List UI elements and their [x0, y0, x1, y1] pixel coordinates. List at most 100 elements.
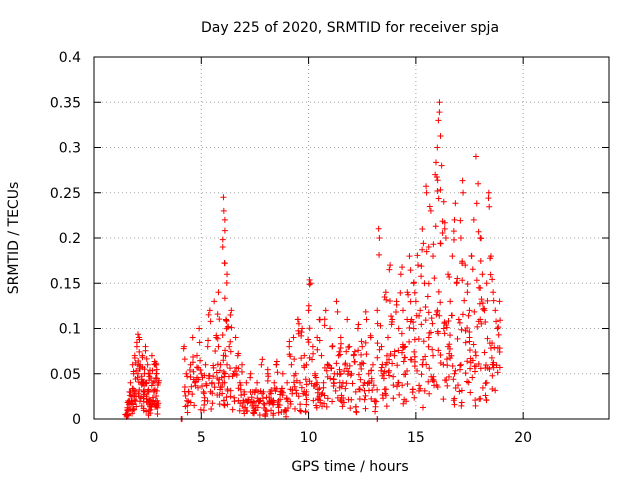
data-point: [457, 361, 464, 368]
data-point: [467, 365, 474, 372]
data-point: [443, 324, 450, 331]
data-point: [333, 360, 340, 367]
data-point: [153, 392, 160, 399]
data-point: [418, 273, 425, 280]
data-point: [398, 330, 405, 337]
data-point: [430, 352, 437, 359]
data-point: [358, 359, 365, 366]
data-point: [195, 376, 202, 383]
data-point: [365, 370, 372, 377]
data-point: [305, 302, 312, 309]
data-point: [474, 323, 481, 330]
data-point: [291, 356, 298, 363]
data-point: [197, 357, 204, 364]
data-point: [333, 298, 340, 305]
data-point: [450, 236, 457, 243]
data-point: [229, 406, 236, 413]
data-point: [482, 380, 489, 387]
data-point: [155, 379, 162, 386]
data-point: [419, 225, 426, 232]
data-point: [495, 331, 502, 338]
data-point: [464, 358, 471, 365]
data-point: [232, 334, 239, 341]
data-point: [440, 396, 447, 403]
data-point: [360, 382, 367, 389]
data-point: [223, 280, 230, 287]
data-point: [393, 308, 400, 315]
data-point: [259, 356, 266, 363]
data-point: [454, 335, 461, 342]
data-point: [378, 367, 385, 374]
data-point: [136, 365, 143, 372]
data-point: [421, 387, 428, 394]
data-point: [433, 159, 440, 166]
data-point: [368, 367, 375, 374]
data-point: [243, 407, 250, 414]
data-point: [472, 153, 479, 160]
data-point: [320, 384, 327, 391]
data-point: [447, 298, 454, 305]
data-point: [314, 334, 321, 341]
data-point: [227, 348, 234, 355]
data-point: [450, 376, 457, 383]
data-point: [416, 382, 423, 389]
data-point: [256, 398, 263, 405]
data-point: [409, 386, 416, 393]
data-point: [224, 386, 231, 393]
data-point: [425, 280, 432, 287]
data-point: [425, 378, 432, 385]
data-point: [361, 396, 368, 403]
data-point: [478, 235, 485, 242]
data-point: [437, 186, 444, 193]
data-point: [486, 203, 493, 210]
data-point: [221, 227, 228, 234]
data-point: [149, 367, 156, 374]
data-point: [422, 317, 429, 324]
data-point: [294, 316, 301, 323]
data-point: [289, 390, 296, 397]
data-point: [441, 330, 448, 337]
data-point: [221, 401, 228, 408]
data-point: [342, 360, 349, 367]
data-point: [321, 392, 328, 399]
data-point: [279, 370, 286, 377]
data-point: [465, 312, 472, 319]
data-point: [464, 289, 471, 296]
data-point: [215, 343, 222, 350]
data-point: [185, 388, 192, 395]
data-point: [447, 332, 454, 339]
data-point: [199, 383, 206, 390]
data-point: [425, 334, 432, 341]
data-point: [388, 313, 395, 320]
data-point: [487, 345, 494, 352]
data-point: [226, 343, 233, 350]
data-point: [191, 402, 198, 409]
data-point: [153, 375, 160, 382]
data-point: [466, 338, 473, 345]
data-point: [297, 379, 303, 386]
data-point: [464, 281, 471, 288]
data-point: [286, 338, 293, 345]
data-point: [387, 297, 394, 304]
data-point: [228, 307, 235, 314]
data-point: [410, 319, 417, 326]
data-point: [436, 109, 443, 116]
data-point: [235, 365, 242, 372]
data-point: [494, 369, 501, 376]
data-point: [286, 351, 293, 358]
data-point: [329, 398, 336, 405]
data-point: [397, 289, 404, 296]
data-point: [490, 359, 497, 366]
data-point: [337, 396, 344, 403]
data-point: [436, 312, 443, 319]
data-point: [201, 372, 208, 379]
data-point: [142, 347, 149, 354]
data-point: [207, 318, 214, 325]
data-point: [458, 402, 465, 409]
data-point: [264, 366, 271, 373]
data-point: [354, 325, 361, 332]
data-point: [351, 358, 358, 365]
data-point: [184, 373, 191, 380]
data-point: [443, 377, 450, 384]
data-point: [216, 367, 223, 374]
